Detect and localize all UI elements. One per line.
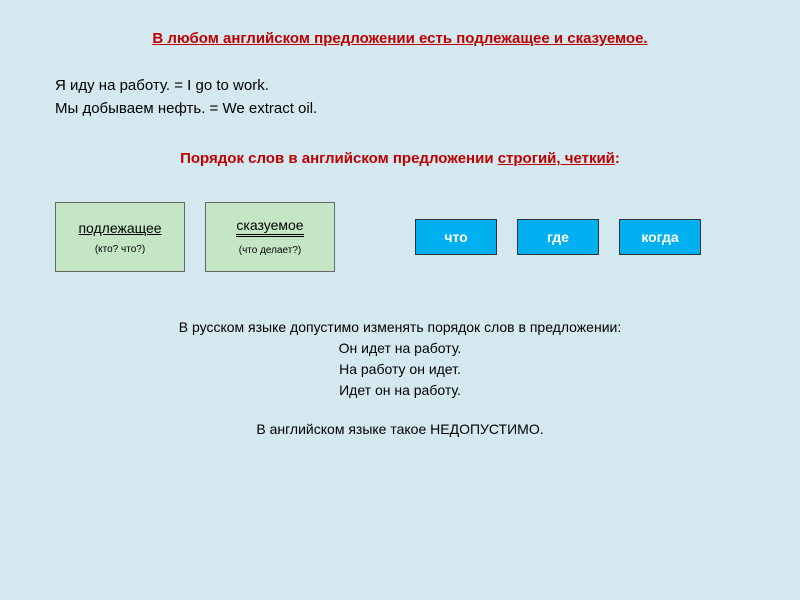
russian-variant-3: Идет он на работу.: [50, 380, 750, 401]
boxes-row: подлежащее (кто? что?) сказуемое (что де…: [55, 202, 750, 272]
examples-block: Я иду на работу. = I go to work. Мы добы…: [55, 75, 750, 120]
predicate-sub-text: (что делает?): [239, 245, 302, 256]
example-line-2: Мы добываем нефть. = We extract oil.: [55, 98, 750, 121]
russian-intro: В русском языке допустимо изменять поряд…: [50, 317, 750, 338]
predicate-box: сказуемое (что делает?): [205, 202, 335, 272]
subtitle-suffix: :: [615, 150, 620, 167]
where-box: где: [517, 219, 599, 255]
subtitle-underlined: строгий, четкий: [498, 150, 615, 167]
subject-sub-text: (кто? что?): [95, 244, 145, 255]
subtitle-prefix: Порядок слов в английском предложении: [180, 150, 498, 167]
word-order-subtitle: Порядок слов в английском предложении ст…: [50, 150, 750, 167]
subject-box: подлежащее (кто? что?): [55, 202, 185, 272]
main-title: В любом английском предложении есть подл…: [50, 30, 750, 47]
final-statement: В английском языке такое НЕДОПУСТИМО.: [50, 421, 750, 437]
russian-variant-1: Он идет на работу.: [50, 338, 750, 359]
subject-main-word: подлежащее: [78, 220, 161, 236]
when-box: когда: [619, 219, 701, 255]
russian-note-block: В русском языке допустимо изменять поряд…: [50, 317, 750, 401]
russian-variant-2: На работу он идет.: [50, 359, 750, 380]
predicate-main-word: сказуемое: [236, 218, 303, 236]
example-line-1: Я иду на работу. = I go to work.: [55, 75, 750, 98]
what-box: что: [415, 219, 497, 255]
